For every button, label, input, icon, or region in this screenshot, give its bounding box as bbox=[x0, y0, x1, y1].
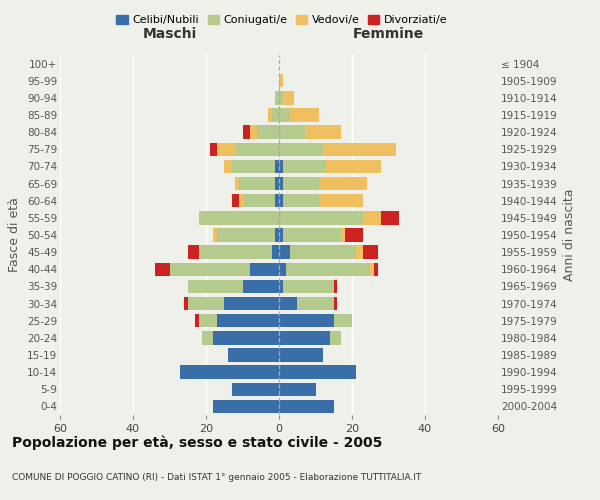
Bar bbox=[199, 314, 217, 328]
Bar bbox=[235, 177, 239, 190]
Bar bbox=[323, 142, 396, 156]
Text: Femmine: Femmine bbox=[353, 28, 424, 42]
Bar bbox=[188, 246, 199, 259]
Bar bbox=[344, 228, 363, 241]
Bar bbox=[275, 160, 279, 173]
Bar bbox=[374, 262, 377, 276]
Bar bbox=[275, 194, 279, 207]
Bar bbox=[363, 246, 377, 259]
Bar bbox=[184, 297, 188, 310]
Bar bbox=[268, 108, 272, 122]
Bar bbox=[275, 228, 279, 241]
Bar bbox=[272, 108, 279, 122]
Bar bbox=[283, 194, 319, 207]
Bar bbox=[326, 160, 381, 173]
Bar bbox=[279, 246, 290, 259]
Bar bbox=[370, 262, 374, 276]
Bar bbox=[279, 194, 283, 207]
Bar bbox=[170, 262, 250, 276]
Bar bbox=[290, 108, 319, 122]
Bar bbox=[228, 348, 279, 362]
Bar bbox=[214, 400, 279, 413]
Bar bbox=[297, 297, 334, 310]
Text: Maschi: Maschi bbox=[142, 28, 197, 42]
Bar bbox=[279, 382, 316, 396]
Bar bbox=[275, 177, 279, 190]
Bar bbox=[330, 331, 341, 344]
Bar bbox=[155, 262, 170, 276]
Bar bbox=[279, 262, 286, 276]
Bar bbox=[239, 194, 242, 207]
Bar bbox=[242, 280, 279, 293]
Bar bbox=[381, 211, 400, 224]
Bar bbox=[279, 297, 297, 310]
Bar bbox=[279, 160, 283, 173]
Bar bbox=[279, 228, 283, 241]
Bar bbox=[279, 91, 283, 104]
Bar bbox=[217, 142, 235, 156]
Bar bbox=[334, 314, 352, 328]
Text: Popolazione per età, sesso e stato civile - 2005: Popolazione per età, sesso e stato civil… bbox=[12, 435, 382, 450]
Bar bbox=[305, 126, 341, 139]
Bar bbox=[279, 331, 330, 344]
Bar bbox=[217, 228, 275, 241]
Bar bbox=[195, 314, 199, 328]
Bar bbox=[290, 246, 356, 259]
Bar bbox=[224, 297, 279, 310]
Bar bbox=[283, 91, 293, 104]
Text: COMUNE DI POGGIO CATINO (RI) - Dati ISTAT 1° gennaio 2005 - Elaborazione TUTTITA: COMUNE DI POGGIO CATINO (RI) - Dati ISTA… bbox=[12, 472, 421, 482]
Bar bbox=[279, 142, 323, 156]
Bar bbox=[283, 280, 334, 293]
Bar bbox=[275, 91, 279, 104]
Bar bbox=[334, 280, 337, 293]
Bar bbox=[283, 228, 341, 241]
Y-axis label: Fasce di età: Fasce di età bbox=[8, 198, 22, 272]
Bar bbox=[279, 366, 356, 379]
Bar bbox=[334, 297, 337, 310]
Bar bbox=[232, 382, 279, 396]
Bar bbox=[363, 211, 381, 224]
Bar bbox=[319, 177, 367, 190]
Bar bbox=[232, 194, 239, 207]
Bar bbox=[181, 366, 279, 379]
Bar bbox=[279, 400, 334, 413]
Bar bbox=[279, 177, 283, 190]
Bar bbox=[279, 314, 334, 328]
Bar bbox=[279, 280, 283, 293]
Bar bbox=[214, 331, 279, 344]
Bar bbox=[279, 108, 290, 122]
Bar bbox=[202, 331, 214, 344]
Bar bbox=[356, 246, 363, 259]
Legend: Celibi/Nubili, Coniugati/e, Vedovi/e, Divorziati/e: Celibi/Nubili, Coniugati/e, Vedovi/e, Di… bbox=[112, 10, 452, 30]
Bar bbox=[232, 160, 275, 173]
Bar bbox=[188, 297, 224, 310]
Bar bbox=[188, 280, 242, 293]
Bar bbox=[239, 177, 275, 190]
Bar bbox=[272, 246, 279, 259]
Bar bbox=[242, 194, 275, 207]
Bar bbox=[214, 228, 217, 241]
Bar bbox=[199, 211, 279, 224]
Bar bbox=[257, 126, 279, 139]
Bar bbox=[250, 262, 279, 276]
Bar bbox=[283, 177, 319, 190]
Bar bbox=[279, 348, 323, 362]
Bar bbox=[279, 126, 305, 139]
Bar bbox=[224, 160, 232, 173]
Bar bbox=[319, 194, 363, 207]
Bar bbox=[286, 262, 370, 276]
Bar bbox=[279, 211, 363, 224]
Bar bbox=[242, 126, 250, 139]
Bar bbox=[235, 142, 279, 156]
Bar bbox=[250, 126, 257, 139]
Bar bbox=[217, 314, 279, 328]
Y-axis label: Anni di nascita: Anni di nascita bbox=[563, 188, 576, 281]
Bar bbox=[209, 142, 217, 156]
Bar bbox=[341, 228, 344, 241]
Bar bbox=[283, 160, 326, 173]
Bar bbox=[279, 74, 283, 88]
Bar bbox=[199, 246, 272, 259]
